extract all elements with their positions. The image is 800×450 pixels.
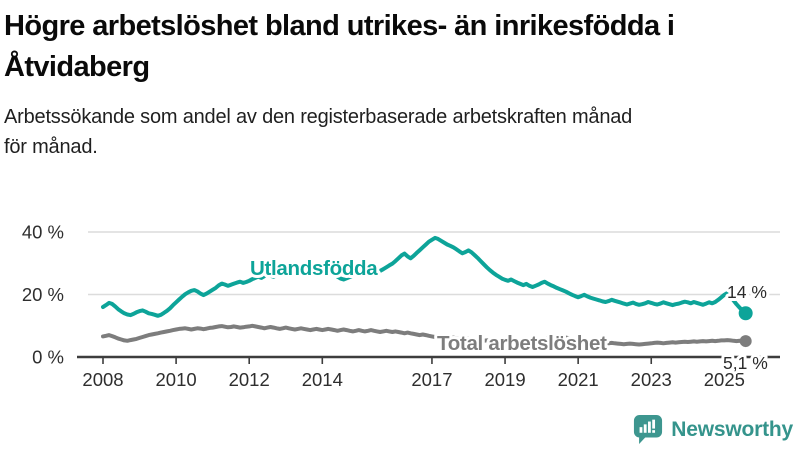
total-arbetsloshet-series-label: Total arbetslöshet (437, 332, 607, 355)
total-arbetsloshet-end-value-label: 5,1 % (723, 353, 768, 373)
y-tick-label-40: 40 % (22, 222, 64, 243)
subtitle-line-2: för månad. (4, 136, 98, 158)
newsworthy-bubble-icon (634, 414, 663, 445)
x-tick-label-2008: 2008 (82, 369, 123, 390)
chart-subtitle: Arbetssökande som andel av den registerb… (4, 102, 796, 162)
logo-bar-3 (648, 421, 652, 433)
y-tick-label-20: 20 % (22, 284, 64, 305)
brand-name: Newsworthy (671, 417, 793, 441)
subtitle-line-1: Arbetssökande som andel av den registerb… (4, 106, 633, 128)
x-tick-label-2023: 2023 (631, 369, 672, 390)
total-arbetsloshet-end-dot (739, 335, 752, 348)
logo-bar-2 (644, 424, 647, 433)
utlandsfodda-end-dot (738, 306, 753, 321)
x-tick-label-2025: 2025 (704, 369, 745, 390)
y-tick-label-0: 0 % (32, 347, 64, 368)
logo-exclamation-dot (652, 430, 656, 433)
x-tick-label-2014: 2014 (302, 369, 343, 390)
utlandsfodda-line (101, 235, 748, 318)
page-title: Högre arbetslöshet bland utrikes- än inr… (4, 6, 796, 88)
utlandsfodda-series-label: Utlandsfödda (250, 257, 378, 280)
x-tick-label-2021: 2021 (558, 369, 599, 390)
title-line-1: Högre arbetslöshet bland utrikes- än inr… (4, 10, 675, 42)
x-tick-label-2012: 2012 (229, 369, 270, 390)
chart-header: Högre arbetslöshet bland utrikes- än inr… (0, 0, 800, 162)
logo-bar-1 (639, 427, 643, 433)
utlandsfodda-end-value-label: 14 % (727, 282, 767, 302)
x-tick-label-2010: 2010 (156, 369, 197, 390)
newsworthy-logo: Newsworthy (633, 414, 793, 445)
x-tick-label-2019: 2019 (484, 369, 525, 390)
title-line-2: Åtvidaberg (4, 51, 150, 83)
total-arbetsloshet-line (101, 323, 748, 347)
logo-exclamation-bar (652, 419, 656, 429)
x-tick-label-2017: 2017 (411, 369, 452, 390)
